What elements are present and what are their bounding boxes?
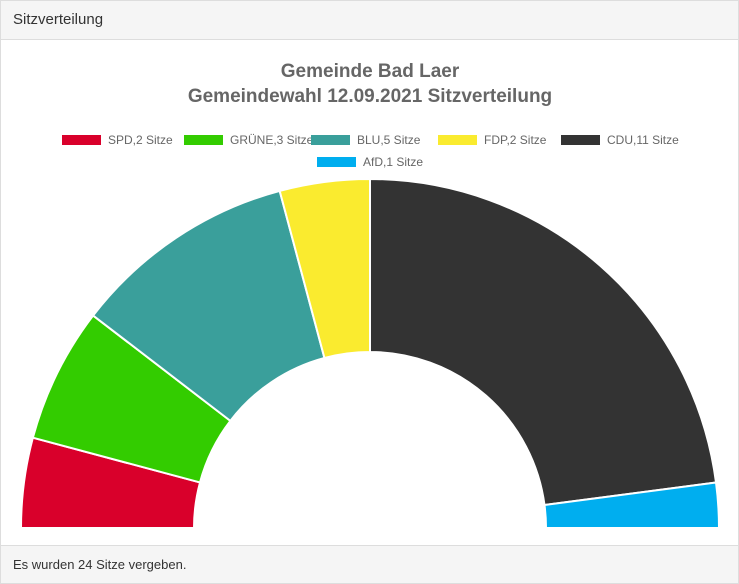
legend-item[interactable]: SPD,2 Sitze <box>62 133 173 147</box>
legend-swatch <box>317 157 356 167</box>
panel-footer: Es wurden 24 Sitze vergeben. <box>1 545 738 583</box>
chart-slices <box>19 177 721 529</box>
chart-area: Gemeinde Bad Laer Gemeindewahl 12.09.202… <box>1 40 738 546</box>
legend-label: BLU,5 Sitze <box>357 133 421 147</box>
legend-swatch <box>311 135 350 145</box>
legend-item[interactable]: BLU,5 Sitze <box>311 133 421 147</box>
legend-label: FDP,2 Sitze <box>484 133 547 147</box>
legend-swatch <box>62 135 101 145</box>
legend-swatch <box>184 135 223 145</box>
legend-swatch <box>438 135 477 145</box>
chart-title: Gemeinde Bad Laer <box>281 61 460 82</box>
chart-slice[interactable] <box>543 481 721 529</box>
legend-label: CDU,11 Sitze <box>607 133 679 147</box>
legend-label: SPD,2 Sitze <box>108 133 173 147</box>
legend-item[interactable]: CDU,11 Sitze <box>561 133 679 147</box>
legend-item[interactable]: GRÜNE,3 Sitze <box>184 133 314 147</box>
legend-item[interactable]: FDP,2 Sitze <box>438 133 547 147</box>
chart-subtitle: Gemeindewahl 12.09.2021 Sitzverteilung <box>188 86 552 107</box>
chart-slice[interactable] <box>369 177 718 507</box>
legend-item[interactable]: AfD,1 Sitze <box>317 155 423 169</box>
seat-distribution-chart: Gemeinde Bad Laer Gemeindewahl 12.09.202… <box>19 61 721 529</box>
legend-label: AfD,1 Sitze <box>363 155 423 169</box>
legend-label: GRÜNE,3 Sitze <box>230 133 314 147</box>
panel-header: Sitzverteilung <box>1 1 738 40</box>
chart-legend: SPD,2 Sitze GRÜNE,3 Sitze BLU,5 Sitze FDP,2… <box>62 133 679 169</box>
legend-swatch <box>561 135 600 145</box>
